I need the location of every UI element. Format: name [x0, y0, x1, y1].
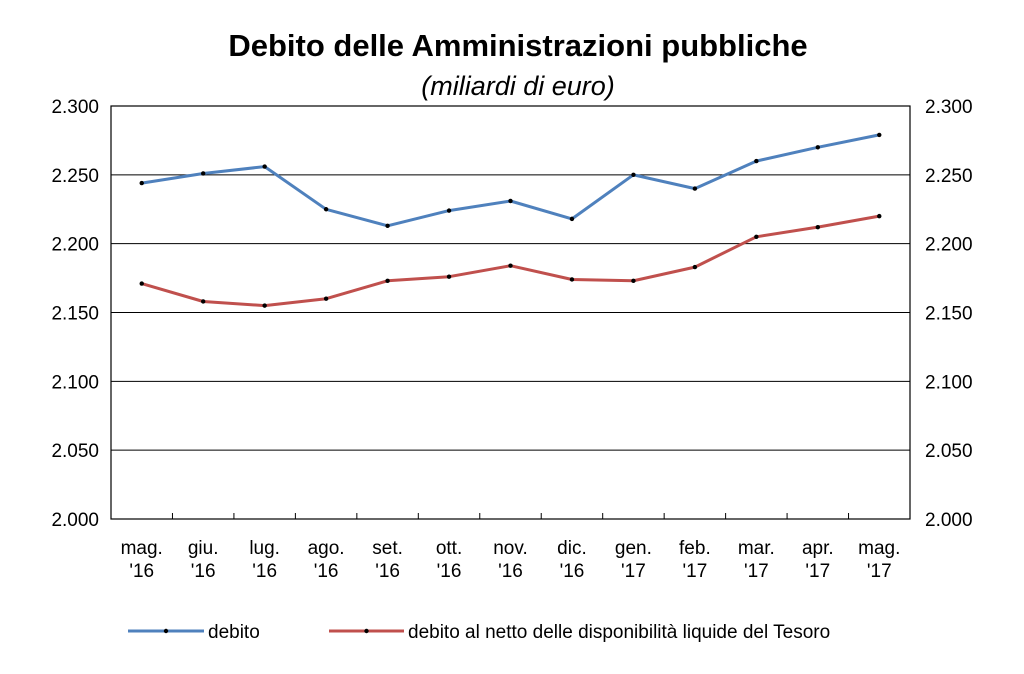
x-tick-label: ott. '16: [436, 538, 462, 582]
x-tick-label: mar. '17: [738, 538, 775, 582]
x-tick-label-year: '17: [621, 561, 646, 582]
data-point: [815, 224, 821, 230]
x-tick-label-month: mar.: [738, 538, 775, 559]
data-point: [200, 299, 206, 304]
x-tick-label: lug. '16: [249, 538, 280, 582]
data-point: [139, 281, 144, 286]
data-point: [262, 164, 267, 169]
chart-title: Debito delle Amministrazioni pubbliche: [228, 28, 807, 63]
data-point: [877, 132, 882, 138]
x-tick-label-year: '16: [191, 561, 216, 582]
x-tick-label-month: ott.: [436, 538, 462, 559]
data-point: [569, 277, 575, 282]
data-point: [446, 274, 452, 279]
x-tick-label: feb. '17: [679, 538, 711, 582]
y-tick-label-right: 2.100: [925, 372, 973, 393]
data-point: [323, 207, 329, 212]
plot-area: [110, 105, 911, 520]
x-tick-label: mag. '16: [121, 538, 163, 582]
data-point: [692, 186, 698, 191]
x-tick-label: giu. '16: [188, 538, 219, 582]
data-point: [631, 172, 636, 178]
x-tick-label-month: mag.: [858, 538, 900, 559]
data-point: [692, 264, 698, 270]
data-point: [815, 145, 821, 150]
data-point: [754, 158, 759, 164]
series-line-1: [140, 214, 881, 308]
x-tick-label: mag. '17: [858, 538, 900, 582]
data-point: [385, 223, 390, 228]
x-tick-label-year: '16: [498, 561, 523, 582]
y-tick-label-right: 2.000: [925, 510, 973, 531]
data-point: [139, 180, 144, 186]
legend-marker: [364, 628, 369, 634]
data-point: [200, 171, 206, 176]
x-tick-label-year: '16: [560, 561, 585, 582]
x-tick-label-year: '16: [375, 561, 400, 582]
y-tick-label-left: 2.100: [51, 372, 99, 393]
x-tick-label-month: lug.: [249, 538, 280, 559]
data-point: [754, 234, 759, 239]
y-tick-label-left: 2.050: [51, 441, 99, 462]
y-tick-label-right: 2.150: [925, 304, 973, 325]
data-point: [569, 216, 575, 222]
series: [139, 132, 882, 308]
y-tick-label-right: 2.050: [925, 441, 973, 462]
x-tick-label: nov. '16: [493, 538, 528, 582]
x-tick-label-month: set.: [372, 538, 403, 559]
legend-marker: [163, 628, 169, 634]
x-tick-label-year: '16: [129, 561, 154, 582]
x-tick-label-year: '17: [805, 561, 830, 582]
data-point: [631, 278, 636, 284]
data-point: [385, 278, 390, 284]
data-point: [323, 296, 329, 301]
x-tick-label-year: '17: [867, 561, 892, 582]
y-tick-label-right: 2.300: [925, 97, 973, 118]
x-tick-label-year: '16: [437, 561, 462, 582]
y-tick-label-left: 2.300: [51, 97, 99, 118]
axes: 2.000 2.000 2.050 2.050 2.100 2.100 2.150 2.150…: [51, 97, 972, 582]
x-tick-label-month: apr.: [802, 538, 834, 559]
x-tick-label: apr. '17: [802, 538, 834, 582]
x-tick-label-month: gen.: [615, 538, 652, 559]
x-tick-label-month: feb.: [679, 538, 711, 559]
x-tick-label-month: nov.: [493, 538, 528, 559]
legend: debito debito al netto delle disponibilit…: [128, 622, 830, 643]
x-tick-label: set. '16: [372, 538, 403, 582]
x-tick-label-month: mag.: [121, 538, 163, 559]
chart-subtitle: (miliardi di euro): [421, 71, 615, 101]
data-point: [508, 198, 513, 204]
gridlines: [111, 174, 910, 451]
y-tick-label-right: 2.200: [925, 235, 973, 256]
x-tick-label-year: '16: [314, 561, 339, 582]
y-tick-label-left: 2.250: [51, 166, 99, 187]
x-tick-label-year: '17: [683, 561, 708, 582]
legend-label: debito al netto delle disponibilità liqu…: [408, 622, 830, 643]
y-tick-label-left: 2.200: [51, 235, 99, 256]
data-point: [262, 303, 267, 308]
x-tick-label-month: dic.: [557, 538, 587, 559]
series-line-0: [140, 133, 881, 228]
x-tick-label-year: '16: [252, 561, 277, 582]
x-tick-label-year: '17: [744, 561, 769, 582]
legend-label: debito: [208, 622, 260, 643]
x-tick-label: dic. '16: [557, 538, 587, 582]
x-tick-label: gen. '17: [615, 538, 652, 582]
data-point: [446, 208, 452, 213]
x-tick-label-month: ago.: [308, 538, 345, 559]
y-tick-label-left: 2.150: [51, 304, 99, 325]
x-tick-label-month: giu.: [188, 538, 219, 559]
data-point: [877, 213, 882, 219]
y-tick-label-left: 2.000: [51, 510, 99, 531]
data-point: [508, 263, 513, 268]
x-tick-label: ago. '16: [308, 538, 345, 582]
y-tick-label-right: 2.250: [925, 166, 973, 187]
